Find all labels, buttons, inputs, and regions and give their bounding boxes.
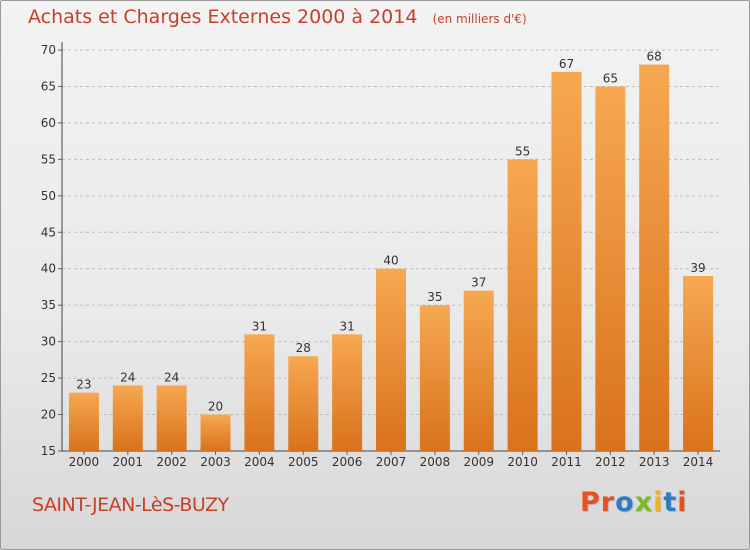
brand-letter: r — [600, 487, 616, 518]
bar-2011 — [551, 71, 582, 451]
data-label: 37 — [471, 276, 486, 290]
brand-letter: P — [580, 487, 601, 518]
x-tick-label: 2014 — [683, 455, 714, 469]
y-tick-label: 20 — [41, 408, 56, 422]
x-tick-label: 2005 — [288, 455, 319, 469]
chart-title: Achats et Charges Externes 2000 à 2014 (… — [28, 6, 527, 28]
x-tick-label: 2001 — [113, 455, 144, 469]
x-tick-label: 2009 — [463, 455, 494, 469]
x-tick-label: 2004 — [244, 455, 275, 469]
data-label: 65 — [603, 71, 618, 85]
bar-2000 — [68, 392, 99, 451]
bar-2004 — [244, 334, 275, 451]
y-tick-label: 50 — [41, 189, 56, 203]
commune-name: SAINT-JEAN-LèS-BUZY — [32, 494, 229, 516]
bar-2013 — [639, 64, 670, 451]
proxiti-logo[interactable]: Proxiti — [580, 487, 688, 518]
bar-2002 — [156, 385, 187, 451]
x-tick-label: 2002 — [156, 455, 187, 469]
x-tick-label: 2013 — [639, 455, 670, 469]
chart-title-main: Achats et Charges Externes 2000 à 2014 — [28, 6, 418, 28]
y-tick-label: 55 — [41, 152, 56, 166]
data-label: 40 — [383, 254, 398, 268]
y-tick-label: 35 — [41, 298, 56, 312]
chart-title-unit: (en milliers d'€) — [432, 12, 527, 26]
bar-2014 — [683, 276, 714, 451]
bar-2009 — [463, 290, 494, 451]
y-tick-label: 65 — [41, 79, 56, 93]
y-tick-label: 15 — [41, 444, 56, 458]
data-label: 31 — [252, 319, 267, 333]
bars — [68, 64, 714, 452]
brand-letter: i — [653, 487, 664, 518]
y-tick-label: 70 — [41, 43, 56, 57]
x-tick-label: 2007 — [376, 455, 407, 469]
y-tick-label: 60 — [41, 116, 56, 130]
bar-2001 — [112, 385, 143, 451]
data-label: 31 — [339, 319, 354, 333]
x-tick-labels: 2000 2001 2002 2003 2004 2005 2006 2007 2008 2009… — [69, 455, 714, 469]
data-label: 55 — [515, 144, 530, 158]
brand-letter: x — [634, 487, 654, 518]
x-tick-label: 2011 — [551, 455, 582, 469]
data-label: 28 — [296, 341, 311, 355]
y-tick-labels: 15 20 25 30 35 40 45 50 55 60 65 70 — [41, 43, 56, 458]
brand-letter: i — [677, 487, 688, 518]
data-label: 39 — [690, 261, 705, 275]
x-tick-label: 2008 — [420, 455, 451, 469]
x-tick-label: 2010 — [507, 455, 538, 469]
data-label: 23 — [76, 378, 91, 392]
data-label: 35 — [427, 290, 442, 304]
data-label: 20 — [208, 400, 223, 414]
data-labels: 23 24 24 20 31 28 31 40 35 37 55 67 65 68 39 — [76, 50, 705, 414]
bar-2005 — [288, 356, 319, 451]
y-tick-label: 40 — [41, 262, 56, 276]
bar-2003 — [200, 414, 231, 451]
x-tick-label: 2000 — [69, 455, 100, 469]
y-tick-label: 45 — [41, 225, 56, 239]
bar-2006 — [332, 334, 363, 451]
bar-2008 — [419, 305, 450, 451]
x-tick-label: 2003 — [200, 455, 231, 469]
data-label: 24 — [120, 370, 135, 384]
y-tick-label: 30 — [41, 335, 56, 349]
bar-2007 — [376, 268, 406, 451]
data-label: 68 — [647, 50, 662, 64]
data-label: 67 — [559, 57, 574, 71]
x-tick-label: 2006 — [332, 455, 363, 469]
x-tick-label: 2012 — [595, 455, 626, 469]
bar-2010 — [507, 159, 538, 451]
bar-2012 — [595, 86, 626, 452]
brand-letter: t — [663, 487, 678, 518]
data-label: 24 — [164, 370, 179, 384]
y-tick-label: 25 — [41, 371, 56, 385]
brand-letter: o — [615, 487, 635, 518]
